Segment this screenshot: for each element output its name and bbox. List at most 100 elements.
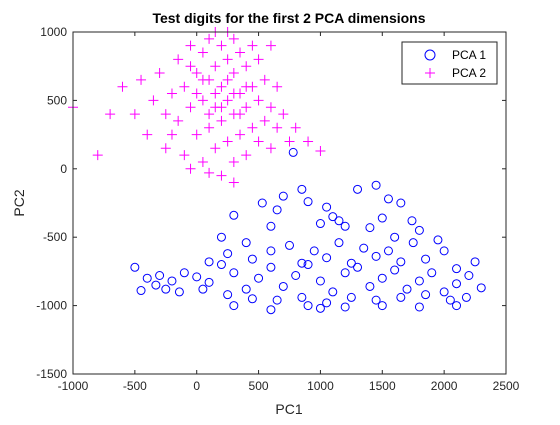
legend-plus-marker [425,68,435,78]
data-point-plus [191,88,202,99]
y-tick-label: -1500 [36,367,67,381]
data-point-plus [216,115,227,126]
data-point-plus [216,170,227,181]
chart-title: Test digits for the first 2 PCA dimensio… [152,10,425,26]
data-point-plus [210,61,221,72]
x-tick-label: 500 [249,379,269,393]
data-point-plus [160,143,171,154]
data-point-plus [185,61,196,72]
data-point-circle [297,258,307,268]
data-point-circle [452,301,462,311]
data-point-plus [166,129,177,140]
data-point-plus [216,81,227,92]
data-point-plus [204,167,215,178]
x-tick-label: 2500 [493,379,520,393]
data-point-circle [266,305,276,315]
data-point-circle [390,232,400,242]
data-point-plus [197,156,208,167]
data-point-plus [241,102,252,113]
data-point-circle [155,271,165,281]
data-point-circle [216,232,226,242]
data-point-plus [241,61,252,72]
data-point-plus [105,109,116,120]
data-point-plus [216,40,227,51]
data-point-circle [291,271,301,281]
data-point-plus [179,81,190,92]
data-point-circle [272,295,282,305]
data-point-plus [228,88,239,99]
x-tick-label: 1500 [369,379,396,393]
data-point-circle [229,301,239,311]
data-point-plus [197,74,208,85]
data-point-plus [315,146,326,157]
data-point-circle [334,216,344,226]
legend-entry-pca-1: PCA 1 [452,48,486,62]
data-point-circle [130,262,140,272]
data-point-plus [142,129,153,140]
data-point-circle [174,287,184,297]
data-point-circle [315,303,325,313]
data-point-circle [439,287,449,297]
data-point-plus [228,177,239,188]
data-point-circle [322,202,332,212]
data-point-plus [290,122,301,133]
data-point-plus [228,68,239,79]
data-point-plus [265,102,276,113]
data-point-circle [285,240,294,250]
data-point-circle [315,219,325,229]
data-point-circle [340,302,350,312]
data-point-circle [396,292,406,302]
data-point-plus [247,40,258,51]
data-point-plus [241,150,252,161]
y-tick-label: -500 [43,230,67,244]
data-point-plus [235,129,246,140]
data-point-plus [272,122,283,133]
data-point-circle [445,295,455,305]
data-point-plus [185,163,196,174]
legend-box [401,41,498,85]
data-point-circle [266,221,276,231]
data-point-plus [197,47,208,58]
data-point-circle [142,273,152,283]
data-point-circle [396,257,406,267]
data-point-circle [470,257,480,267]
data-point-circle [322,253,332,263]
data-point-plus [204,122,215,133]
data-point-circle [247,254,257,264]
data-point-plus [228,33,239,44]
data-point-plus [222,54,233,65]
data-point-plus [265,40,276,51]
data-point-circle [303,197,313,207]
series-pca-2 [68,27,326,188]
y-axis: -1500 -1000 -500 0 500 1000 [36,25,506,381]
data-point-plus [235,109,246,120]
data-point-plus [272,81,283,92]
data-point-plus [160,109,171,120]
data-point-plus [210,143,221,154]
data-point-plus [191,68,202,79]
data-point-circle [371,295,381,305]
y-axis-label: PC2 [11,189,27,216]
data-point-circle [461,292,471,302]
data-point-circle [229,210,239,220]
data-point-circle [288,147,298,157]
data-point-plus [148,95,159,106]
data-point-circle [421,254,431,264]
data-point-plus [204,109,215,120]
data-point-circle [241,238,251,248]
data-point-circle [371,180,381,190]
data-point-circle [272,205,282,215]
data-point-circle [247,294,257,304]
data-point-circle [414,225,424,235]
x-tick-label: -500 [123,379,147,393]
data-point-plus [185,102,196,113]
data-point-circle [377,301,387,311]
data-point-plus [117,81,128,92]
data-point-plus [92,150,103,161]
data-point-circle [136,286,146,296]
data-point-plus [247,122,258,133]
data-point-plus [253,95,264,106]
data-point-circle [464,271,474,281]
data-point-plus [222,74,233,85]
